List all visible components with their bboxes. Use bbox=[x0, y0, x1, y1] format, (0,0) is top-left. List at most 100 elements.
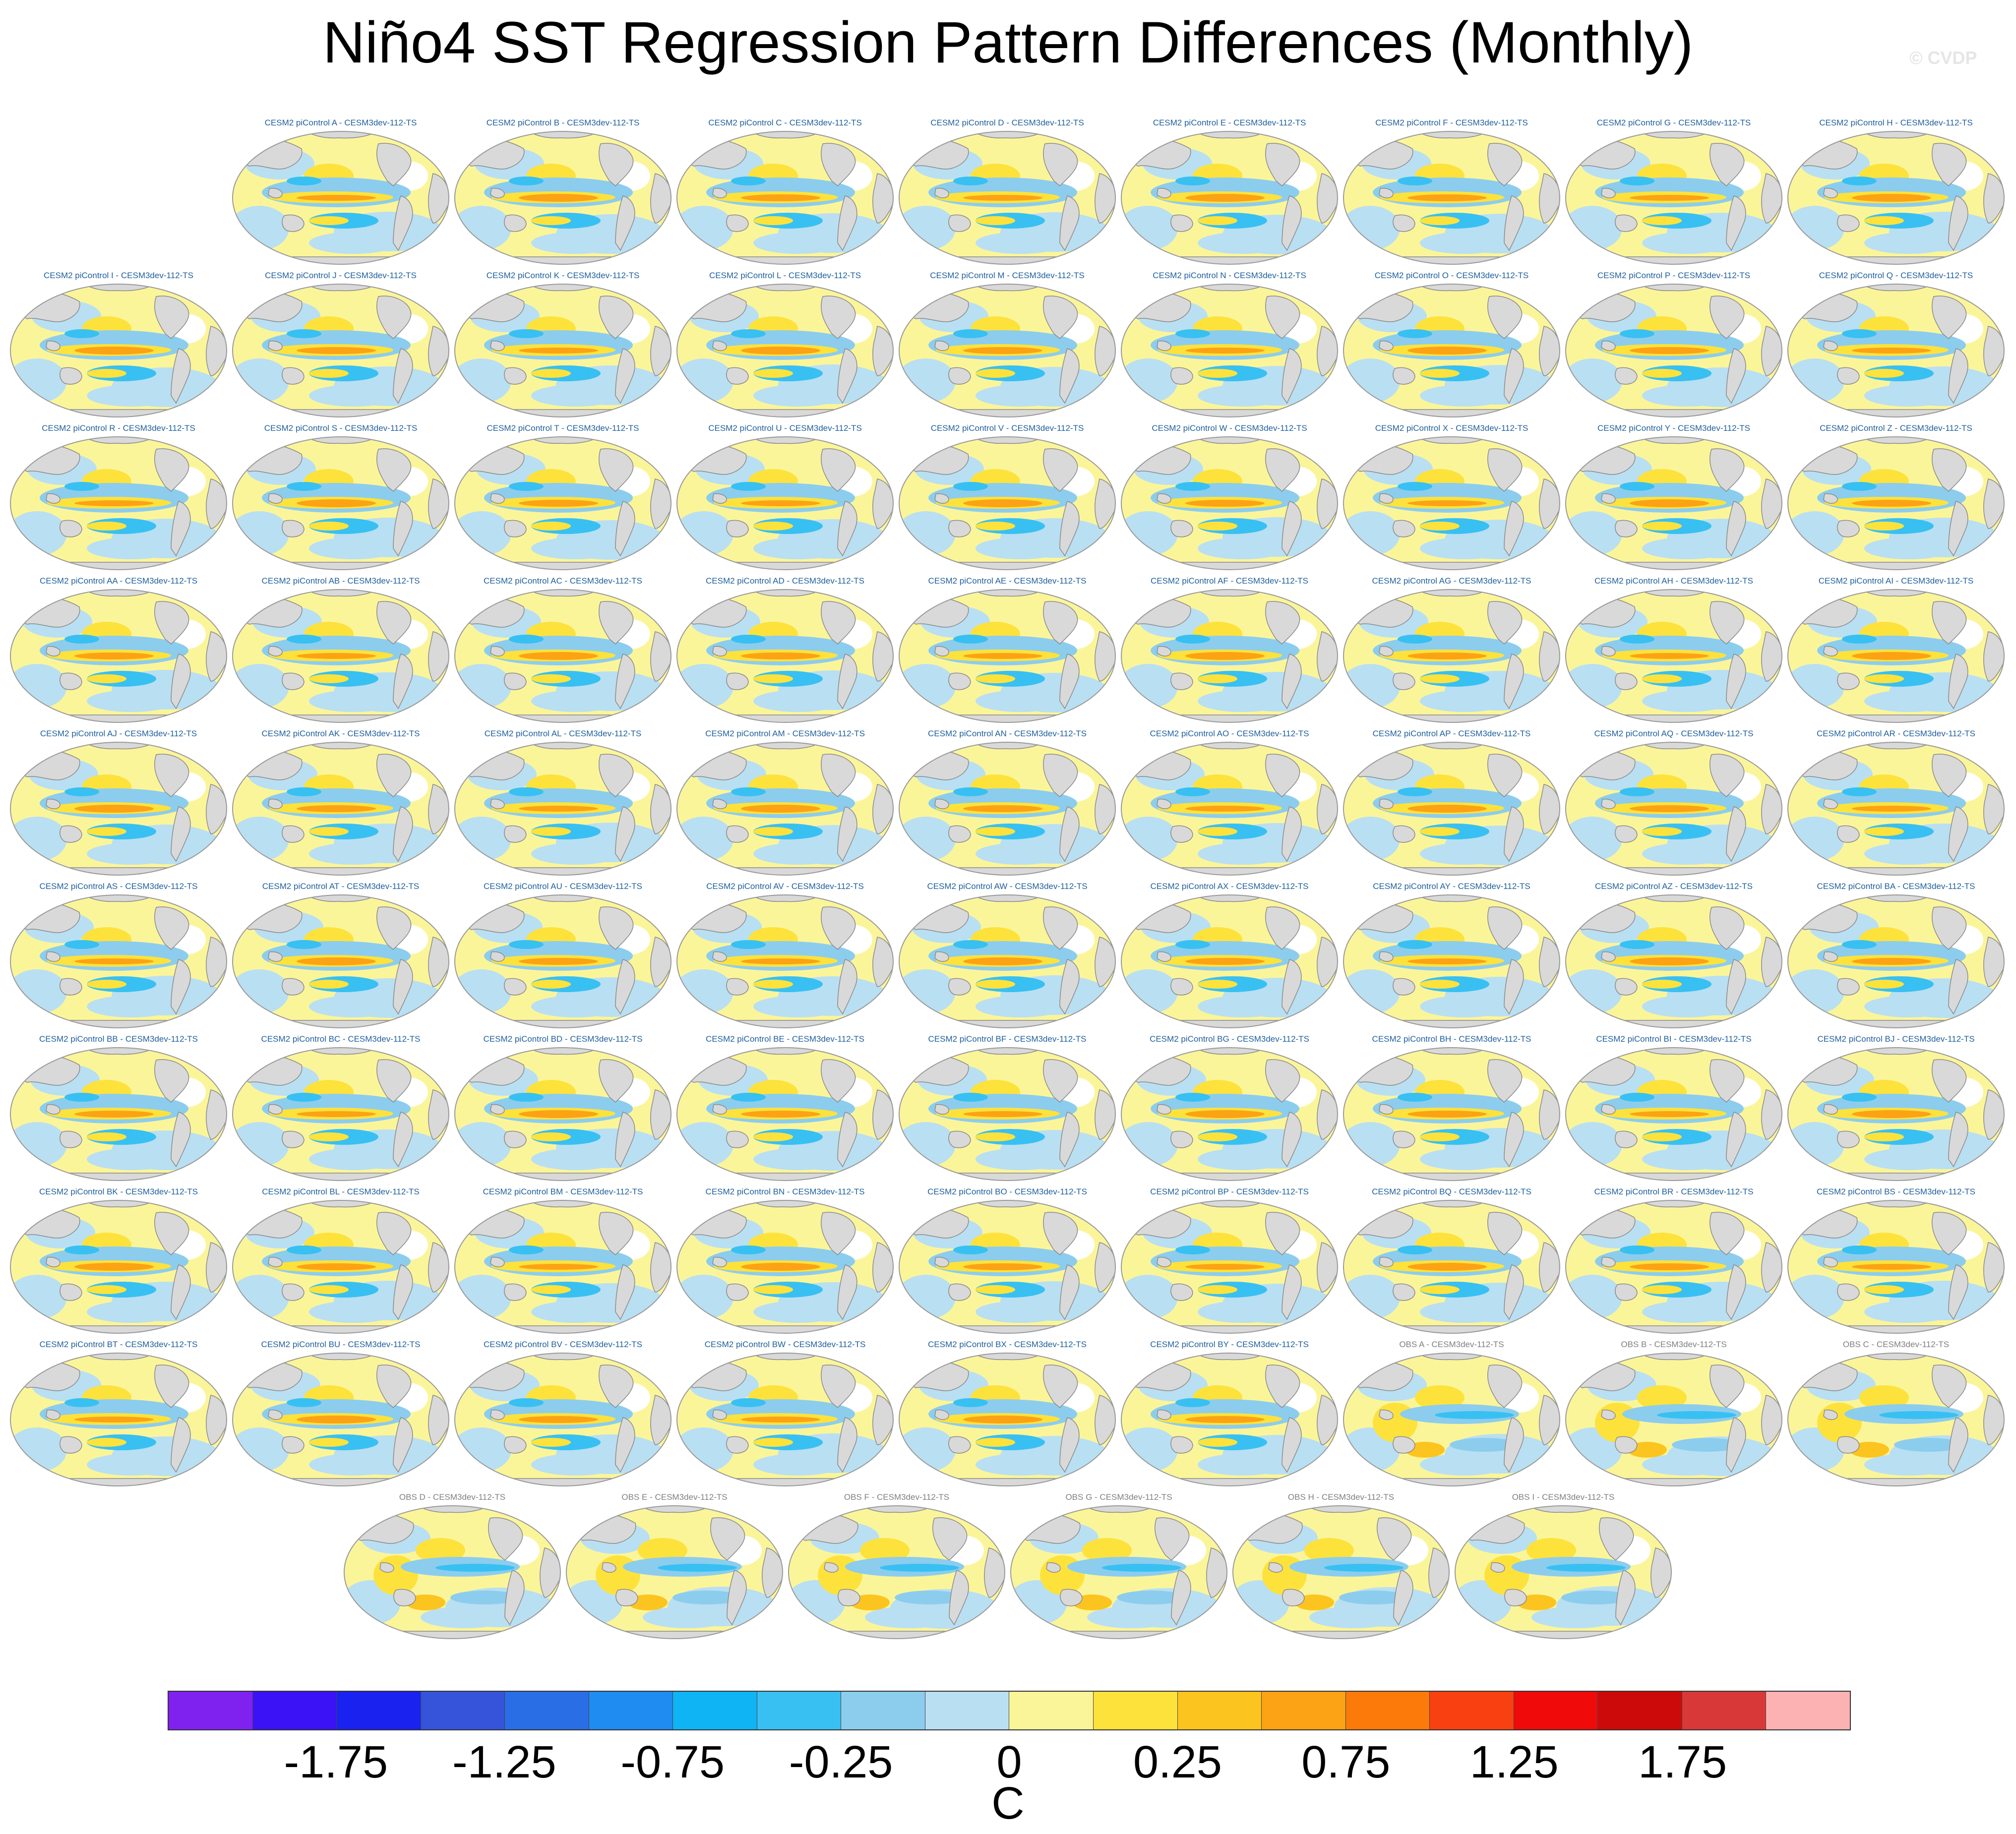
panel-title: CESM2 piControl BK - CESM3dev-112-TS bbox=[39, 1187, 198, 1196]
south-america-land bbox=[1948, 1264, 1968, 1320]
south-america-land bbox=[1059, 1417, 1080, 1473]
anomaly-patch bbox=[1415, 1385, 1465, 1410]
map-panel: CESM2 piControl M - CESM3dev-112-TS bbox=[896, 271, 1118, 419]
colorbar-tick-label: 1.25 bbox=[1469, 1737, 1559, 1787]
anomaly-patch bbox=[1642, 1285, 1682, 1294]
north-america-land bbox=[1932, 906, 1967, 950]
maritime-continent-land bbox=[1157, 340, 1171, 351]
africa-land bbox=[650, 1395, 671, 1445]
maritime-continent-land bbox=[712, 951, 727, 962]
panel-map bbox=[676, 1353, 894, 1486]
maritime-continent-land bbox=[268, 1409, 283, 1420]
panel-title: CESM2 piControl AU - CESM3dev-112-TS bbox=[484, 882, 642, 891]
equatorial-warm-core bbox=[1630, 195, 1709, 201]
map-panel: CESM2 piControl BK - CESM3dev-112-TS bbox=[7, 1187, 230, 1336]
africa-land bbox=[1539, 784, 1560, 834]
anomaly-patch bbox=[531, 690, 620, 712]
anomaly-patch bbox=[1420, 690, 1509, 712]
africa-land bbox=[762, 1547, 783, 1598]
panel-title: CESM2 piControl F - CESM3dev-112-TS bbox=[1375, 118, 1528, 127]
anomaly-patch bbox=[1398, 1245, 1432, 1254]
south-america-land bbox=[837, 348, 857, 404]
map-outline bbox=[1232, 1505, 1450, 1639]
map-outline bbox=[1565, 284, 1782, 417]
equatorial-warm-core bbox=[1185, 500, 1265, 507]
panel-title: CESM2 piControl C - CESM3dev-112-TS bbox=[708, 118, 862, 127]
panel-map bbox=[454, 131, 672, 265]
australia-land bbox=[1170, 520, 1193, 537]
equatorial-warm-core bbox=[1185, 1110, 1265, 1118]
antarctica-land bbox=[455, 256, 671, 264]
maritime-continent-land bbox=[268, 493, 283, 504]
panel-title: CESM2 piControl AR - CESM3dev-112-TS bbox=[1817, 729, 1975, 738]
panel-title: CESM2 piControl U - CESM3dev-112-TS bbox=[708, 423, 862, 433]
north-america-land bbox=[1932, 1364, 1967, 1409]
map-panel: CESM2 piControl BA - CESM3dev-112-TS bbox=[1785, 882, 2007, 1030]
equatorial-warm-core bbox=[1630, 653, 1709, 659]
maritime-continent-land bbox=[490, 340, 505, 351]
south-america-land bbox=[1726, 1417, 1746, 1473]
antarctica-land bbox=[1788, 1020, 2004, 1028]
map-outline bbox=[899, 1047, 1116, 1181]
south-america-land bbox=[1948, 806, 1968, 862]
anomaly-patch bbox=[1420, 1148, 1509, 1170]
antarctica-land bbox=[1788, 562, 2004, 570]
anomaly-patch bbox=[1566, 969, 1622, 1014]
australia-land bbox=[1837, 1436, 1860, 1454]
north-america-land bbox=[821, 1212, 856, 1256]
south-america-land bbox=[1282, 348, 1302, 404]
australia-land bbox=[1393, 672, 1415, 690]
anomaly-patch bbox=[455, 664, 511, 709]
maritime-continent-land bbox=[934, 1409, 949, 1420]
anomaly-patch bbox=[638, 1538, 687, 1563]
antarctica-land bbox=[1566, 1478, 1782, 1486]
australia-land bbox=[504, 367, 527, 385]
australia-land bbox=[726, 978, 749, 996]
south-america-land bbox=[615, 1112, 635, 1168]
australia-land bbox=[948, 825, 971, 843]
colorbar-unit: C bbox=[991, 1778, 1025, 1829]
panel-title: CESM2 piControl BI - CESM3dev-112-TS bbox=[1596, 1034, 1752, 1044]
map-panel: CESM2 piControl BH - CESM3dev-112-TS bbox=[1341, 1034, 1563, 1183]
map-outline bbox=[899, 894, 1116, 1028]
panel-map bbox=[10, 589, 227, 723]
maritime-continent-land bbox=[490, 1409, 505, 1420]
south-america-land bbox=[1948, 959, 1968, 1015]
north-america-land bbox=[1043, 448, 1078, 492]
map-panel: CESM2 piControl BM - CESM3dev-112-TS bbox=[452, 1187, 674, 1336]
map-panel: CESM2 piControl BN - CESM3dev-112-TS bbox=[674, 1187, 896, 1336]
australia-land bbox=[1837, 1130, 1860, 1148]
north-america-land bbox=[1265, 754, 1300, 798]
anomaly-patch bbox=[976, 522, 1015, 531]
anomaly-patch bbox=[1531, 1606, 1621, 1628]
anomaly-patch bbox=[1398, 1093, 1432, 1102]
south-america-land bbox=[837, 1112, 857, 1168]
north-america-land bbox=[1043, 1364, 1078, 1409]
africa-land bbox=[650, 1089, 671, 1140]
maritime-continent-land bbox=[712, 798, 727, 809]
map-panel: OBS C - CESM3dev-112-TS bbox=[1785, 1340, 2007, 1488]
map-panel: CESM2 piControl BC - CESM3dev-112-TS bbox=[230, 1034, 452, 1183]
equatorial-cool-core bbox=[880, 1564, 959, 1572]
equatorial-warm-core bbox=[1852, 348, 1931, 354]
panel-map bbox=[899, 436, 1116, 570]
equatorial-warm-core bbox=[1185, 958, 1265, 965]
anomaly-patch bbox=[1198, 1148, 1287, 1170]
anomaly-patch bbox=[1642, 369, 1682, 378]
panel-map bbox=[1121, 589, 1338, 723]
panel-map bbox=[454, 436, 672, 570]
panel-map bbox=[454, 894, 672, 1028]
map-outline bbox=[1565, 1353, 1782, 1486]
map-outline bbox=[232, 589, 449, 723]
anomaly-patch bbox=[287, 1245, 321, 1254]
map-outline bbox=[1787, 1200, 2005, 1334]
anomaly-patch bbox=[1642, 216, 1682, 225]
australia-land bbox=[1504, 1589, 1527, 1606]
anomaly-patch bbox=[1198, 369, 1237, 378]
antarctica-land bbox=[1788, 867, 2004, 875]
equatorial-warm-core bbox=[963, 1111, 1042, 1117]
south-america-land bbox=[615, 1417, 635, 1473]
maritime-continent-land bbox=[1379, 1409, 1394, 1420]
south-america-land bbox=[393, 501, 413, 557]
africa-land bbox=[206, 478, 227, 529]
